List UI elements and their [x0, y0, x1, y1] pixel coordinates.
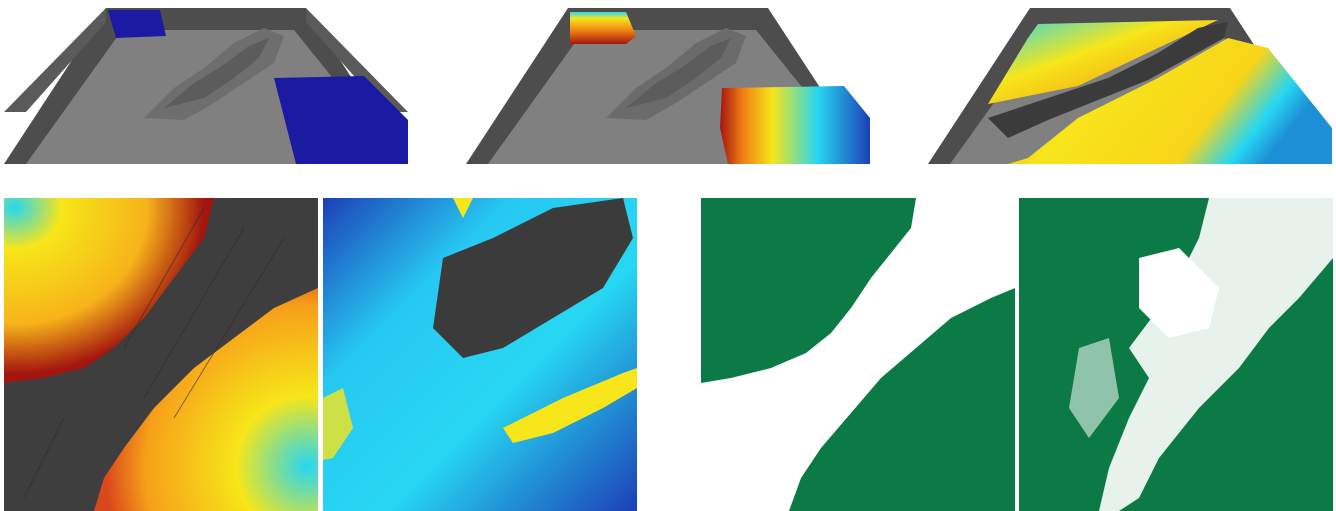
depth-map-b	[323, 198, 637, 511]
mask-map-b	[1019, 198, 1333, 511]
tank-view-early	[466, 8, 870, 164]
tank-view-initial	[4, 8, 408, 164]
depth-map-a	[4, 198, 318, 511]
tank-view-flood	[928, 8, 1332, 164]
mask-map-a	[701, 198, 1015, 511]
